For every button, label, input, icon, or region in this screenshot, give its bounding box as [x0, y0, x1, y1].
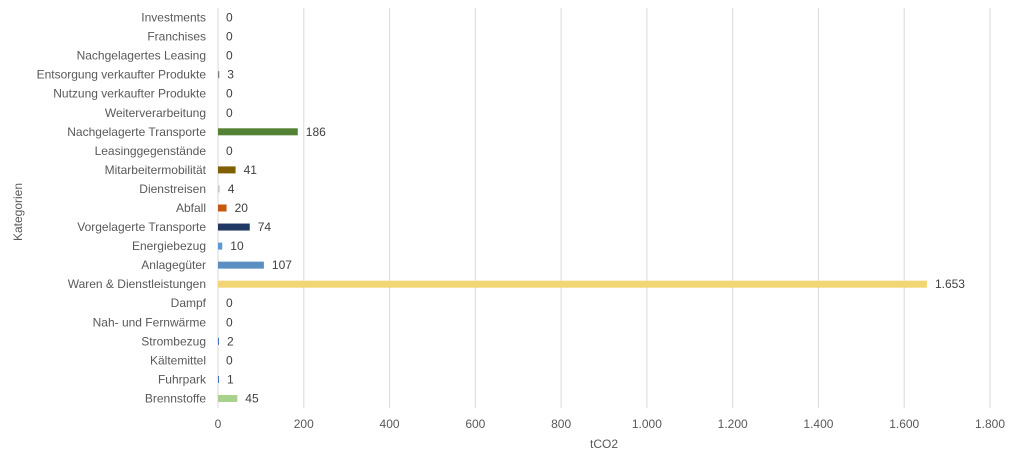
bar [218, 204, 227, 212]
bar [218, 128, 298, 136]
category-label: Weiterverarbeitung [105, 106, 206, 120]
bar [218, 223, 250, 231]
x-tick-labels: 0 200 400 600 800 1.000 1.200 1.400 1.600 1.800 [215, 417, 1006, 431]
data-label: 10 [230, 239, 244, 253]
data-label: 1.653 [935, 277, 965, 291]
data-label: 2 [227, 334, 234, 348]
bar [218, 166, 236, 174]
data-label: 0 [226, 106, 233, 120]
category-label: Nachgelagertes Leasing [77, 49, 206, 63]
data-label: 0 [226, 144, 233, 158]
bar [218, 280, 927, 288]
x-tick-label: 800 [551, 417, 571, 431]
gridlines [217, 8, 991, 408]
category-label: Franchises [147, 30, 206, 44]
bar [218, 375, 219, 383]
x-tick-label: 0 [215, 417, 222, 431]
bar [218, 71, 220, 79]
bar [218, 242, 223, 250]
data-label: 4 [228, 182, 235, 196]
bar [218, 185, 220, 193]
bar [218, 394, 238, 402]
y-axis-title: Kategorien [11, 183, 25, 241]
category-label: Vorgelagerte Transporte [77, 220, 206, 234]
x-tick-label: 600 [465, 417, 485, 431]
category-label: Kältemittel [150, 353, 206, 367]
x-tick-label: 1.200 [718, 417, 748, 431]
category-label: Brennstoffe [145, 391, 206, 405]
data-label: 20 [235, 201, 249, 215]
data-label: 45 [245, 391, 259, 405]
category-label: Investments [141, 11, 206, 25]
data-label: 41 [244, 163, 258, 177]
category-label: Nutzung verkaufter Produkte [53, 87, 206, 101]
data-label: 0 [226, 353, 233, 367]
data-label: 107 [272, 258, 292, 272]
category-label: Energiebezug [132, 239, 206, 253]
x-tick-label: 200 [294, 417, 314, 431]
x-tick-label: 1.600 [889, 417, 919, 431]
data-label: 0 [226, 87, 233, 101]
category-label: Nachgelagerte Transporte [67, 125, 206, 139]
x-tick-label: 1.800 [975, 417, 1005, 431]
category-label: Fuhrpark [158, 372, 207, 386]
category-label: Nah- und Fernwärme [93, 315, 207, 329]
x-tick-label: 400 [380, 417, 400, 431]
category-label: Abfall [176, 201, 206, 215]
bar [218, 337, 219, 345]
bars [218, 71, 927, 402]
data-label: 3 [227, 68, 234, 82]
data-label: 0 [226, 296, 233, 310]
category-label: Leasinggegenstände [95, 144, 207, 158]
data-label: 186 [306, 125, 326, 139]
data-label: 0 [226, 315, 233, 329]
category-label: Waren & Dienstleistungen [68, 277, 206, 291]
category-label: Dampf [171, 296, 207, 310]
category-label: Entsorgung verkaufter Produkte [37, 68, 207, 82]
data-label: 0 [226, 49, 233, 63]
category-label: Mitarbeitermobilität [105, 163, 207, 177]
x-axis-title: tCO2 [590, 437, 618, 451]
data-label: 0 [226, 11, 233, 25]
data-label: 74 [258, 220, 272, 234]
bar [218, 261, 264, 269]
category-label: Strombezug [141, 334, 206, 348]
category-label: Dienstreisen [139, 182, 206, 196]
x-tick-label: 1.400 [803, 417, 833, 431]
category-label: Anlagegüter [141, 258, 206, 272]
x-tick-label: 1.000 [632, 417, 662, 431]
category-labels: Investments Franchises Nachgelagertes Leas… [37, 11, 207, 406]
data-label: 1 [227, 372, 234, 386]
data-label: 0 [226, 30, 233, 44]
